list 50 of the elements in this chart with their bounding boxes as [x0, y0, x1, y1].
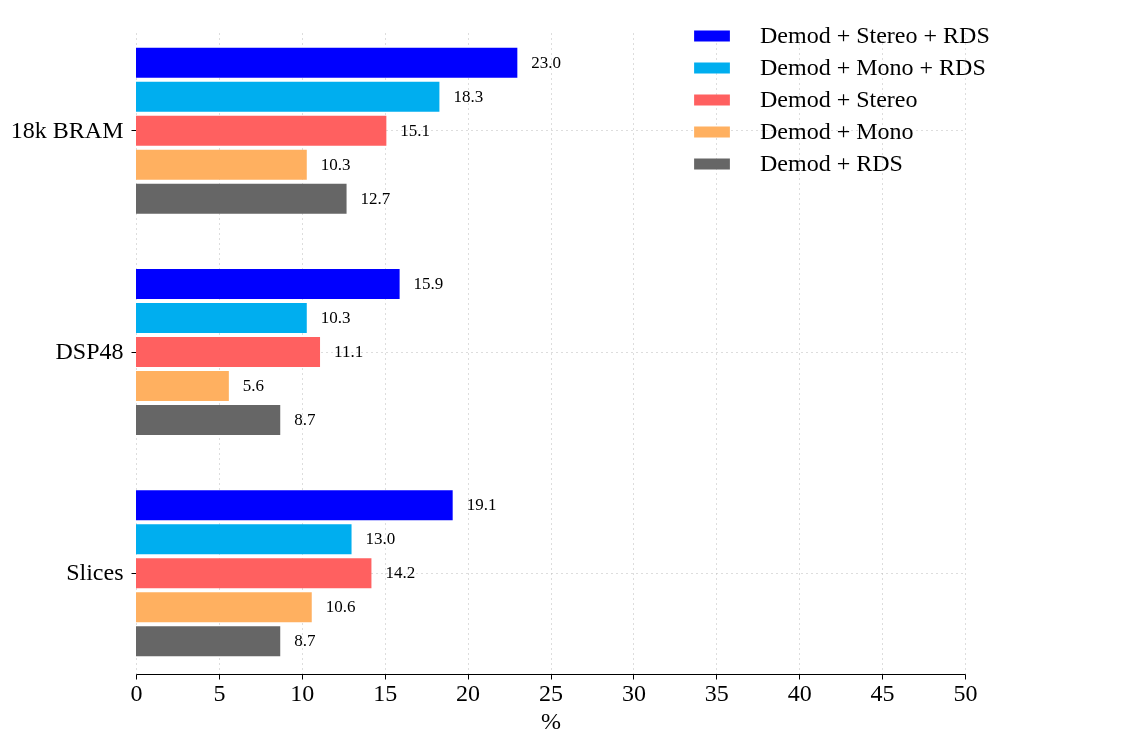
data-label: 11.1	[334, 342, 364, 361]
bar	[136, 558, 372, 589]
bar	[136, 405, 281, 435]
x-tick-label: 40	[787, 679, 812, 706]
y-tick-label: 18k BRAM	[10, 116, 124, 143]
bar	[136, 115, 387, 146]
x-tick-label: 5	[213, 679, 226, 706]
data-label: 13.0	[365, 529, 396, 549]
x-tick-label: 45	[870, 679, 895, 706]
x-tick-label: 15	[373, 679, 398, 706]
bar	[136, 490, 453, 521]
bar	[136, 183, 347, 214]
bar	[136, 81, 440, 112]
x-tick-label: 50	[953, 679, 978, 706]
bar	[136, 592, 312, 623]
legend-label: Demod + Mono	[760, 118, 914, 144]
legend-label: Demod + RDS	[760, 150, 903, 176]
x-tick-label: 30	[621, 679, 646, 706]
bar	[136, 269, 400, 299]
legend-label: Demod + Stereo	[760, 86, 918, 112]
data-label: 12.7	[360, 188, 391, 208]
x-axis-title: %	[541, 707, 561, 734]
y-tick-label: DSP48	[55, 338, 124, 364]
bar	[136, 524, 352, 555]
data-label: 8.7	[294, 631, 316, 651]
data-label: 23.0	[531, 52, 562, 72]
data-label: 14.2	[385, 563, 416, 583]
legend-label: Demod + Stereo + RDS	[760, 22, 990, 48]
data-label: 10.6	[325, 597, 356, 617]
data-label: 10.3	[320, 307, 351, 327]
x-tick-label: 25	[539, 679, 563, 706]
bar	[136, 47, 518, 78]
data-label: 18.3	[453, 86, 484, 106]
legend-label: Demod + Mono + RDS	[760, 54, 986, 80]
data-label: 15.9	[413, 273, 444, 293]
data-label: 5.6	[242, 376, 265, 396]
y-tick-label: Slices	[66, 559, 124, 586]
bar	[136, 337, 321, 367]
x-tick-label: 10	[290, 679, 315, 706]
x-tick-label: 20	[456, 679, 481, 706]
x-tick-label: 35	[704, 679, 729, 706]
data-label: 15.1	[400, 120, 431, 140]
bar	[136, 626, 281, 657]
bar	[136, 371, 229, 401]
bar	[136, 303, 307, 333]
x-tick-label: 0	[130, 679, 143, 706]
data-label: 19.1	[466, 495, 497, 515]
data-label: 10.3	[320, 154, 351, 174]
data-label: 8.7	[294, 410, 316, 430]
bar	[136, 149, 307, 180]
